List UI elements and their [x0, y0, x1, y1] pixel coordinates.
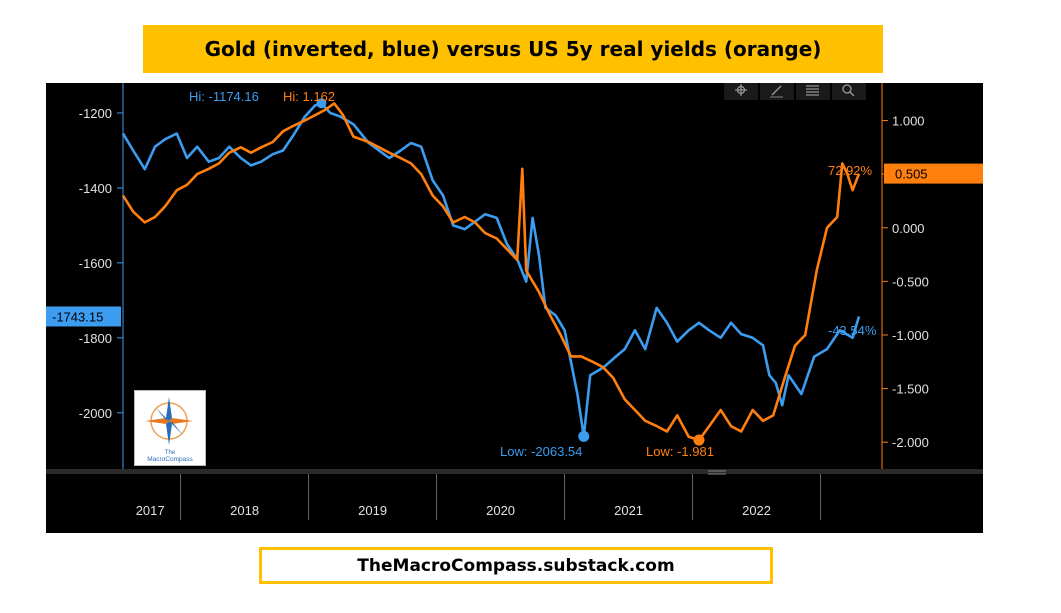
chart-panel: -1200-1400-1600-1800-2000 1.0000.5000.00… [46, 83, 983, 533]
logo-box: The MacroCompass [134, 390, 206, 466]
search-button[interactable] [832, 83, 866, 100]
left-tick-label: -2000 [79, 406, 112, 421]
logo-line1: The [165, 450, 176, 456]
yield-low-marker [693, 434, 705, 446]
left-tick-label: -1200 [79, 106, 112, 121]
gold-last-value-label: -1743.15 [52, 309, 103, 324]
yield-last-value-label: 0.505 [895, 167, 928, 182]
chart-svg: -1200-1400-1600-1800-2000 1.0000.5000.00… [46, 83, 983, 520]
compass-logo-icon: The MacroCompass [145, 397, 194, 463]
x-tick-label: 2018 [230, 503, 259, 518]
right-tick-label: -2.000 [892, 435, 929, 450]
left-tick-label: -1400 [79, 181, 112, 196]
left-axis-ticks: -1200 -1400 -1600 -1800 -2000 [79, 106, 123, 421]
x-tick-label: 2019 [358, 503, 387, 518]
right-tick-label: -1.500 [892, 382, 929, 397]
real-yield-series-line [121, 102, 861, 442]
news-icon [806, 85, 819, 96]
x-tick-label: 2021 [614, 503, 643, 518]
pencil-icon [770, 85, 783, 98]
series-layer [121, 101, 861, 442]
left-tick-label: -1800 [79, 331, 112, 346]
gold-hi-marker [316, 98, 327, 109]
right-tick-label: 1.000 [892, 114, 925, 129]
search-icon [842, 84, 855, 97]
labels-layer: Hi: -1174.16 Hi: 1.162 Low: -2063.54 Low: -… [46, 89, 983, 459]
gold-change-label: -43.54% [828, 323, 877, 338]
right-tick-label: 0.000 [892, 221, 925, 236]
yield-last-value-tag [884, 163, 983, 184]
left-tick-label: -1600 [79, 256, 112, 271]
x-tick-label: 2017 [136, 503, 165, 518]
logo-line2: MacroCompass [147, 456, 193, 463]
crosshair-icon [735, 84, 747, 96]
gold-low-label: Low: -2063.54 [500, 444, 582, 459]
x-axis-ticks: 2017 2018 2019 2020 2021 2022 [136, 474, 822, 520]
right-tick-label: -1.000 [892, 328, 929, 343]
yield-low-label: Low: -1.981 [646, 444, 714, 459]
gold-last-value-tag [46, 306, 121, 327]
gold-series-line [121, 101, 861, 438]
gold-low-marker [578, 430, 590, 442]
x-tick-label: 2020 [486, 503, 515, 518]
source-footer: TheMacroCompass.substack.com [259, 547, 773, 584]
chart-title: Gold (inverted, blue) versus US 5y real … [143, 25, 883, 73]
yield-hi-label: Hi: 1.162 [283, 89, 335, 104]
yield-change-label: 72.92% [828, 163, 873, 178]
scroll-track[interactable] [46, 469, 983, 474]
x-tick-label: 2022 [742, 503, 771, 518]
right-tick-label: -0.500 [892, 274, 929, 289]
gold-hi-label: Hi: -1174.16 [189, 89, 259, 104]
chart-toolbar [724, 83, 866, 100]
pencil-button[interactable] [760, 83, 794, 100]
